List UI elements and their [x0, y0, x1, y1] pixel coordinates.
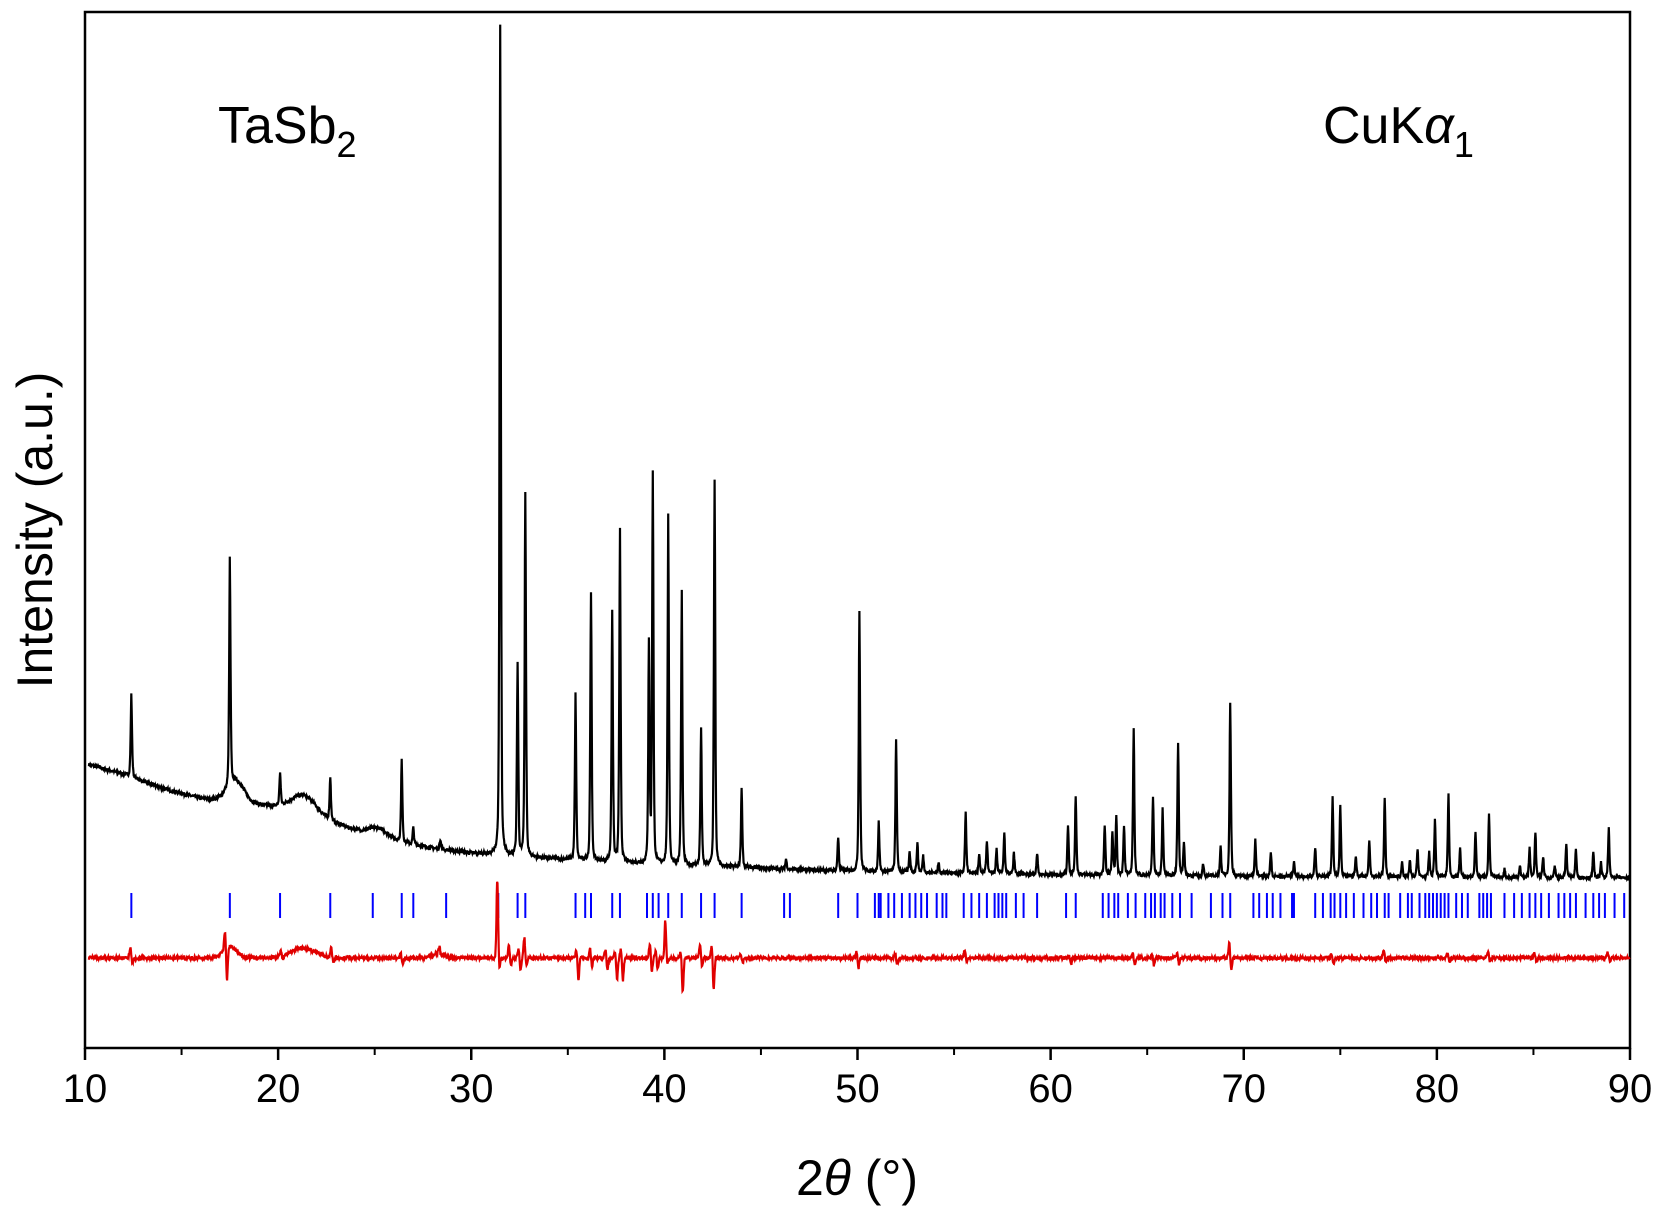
- x-tick-label: 40: [642, 1067, 687, 1111]
- x-tick-label: 50: [835, 1067, 880, 1111]
- y-axis-title: Intensity (a.u.): [7, 372, 63, 689]
- x-tick-label: 70: [1222, 1067, 1267, 1111]
- compound-label-main: TaSb: [218, 97, 337, 155]
- x-tick-label: 80: [1415, 1067, 1460, 1111]
- radiation-label: CuKα1: [1323, 97, 1474, 165]
- x-axis-title: 2θ (°): [796, 1150, 918, 1206]
- compound-label-subscript: 2: [337, 124, 357, 165]
- x-tick-label: 60: [1028, 1067, 1073, 1111]
- observed-pattern-line: [87, 24, 1632, 883]
- x-tick-label: 30: [449, 1067, 494, 1111]
- compound-label: TaSb2: [218, 97, 357, 165]
- x-tick-label: 20: [256, 1067, 301, 1111]
- x-tick-label: 10: [63, 1067, 108, 1111]
- x-axis-title-symbol: θ: [824, 1150, 851, 1206]
- radiation-label-subscript: 1: [1454, 124, 1474, 165]
- x-axis-ticks: [83, 1048, 1632, 1060]
- x-axis-title-prefix: 2: [796, 1150, 824, 1206]
- plot-frame: [83, 10, 1632, 1050]
- x-axis-title-suffix: (°): [851, 1150, 918, 1206]
- radiation-label-main: CuK: [1323, 97, 1424, 155]
- difference-curve: [87, 881, 1631, 995]
- reflection-markers: [130, 893, 1626, 918]
- x-tick-label: 90: [1608, 1067, 1653, 1111]
- x-axis-tick-labels: 10 20 30 40 50 60 70 80 90: [63, 1067, 1653, 1111]
- radiation-label-greek: α: [1424, 97, 1455, 155]
